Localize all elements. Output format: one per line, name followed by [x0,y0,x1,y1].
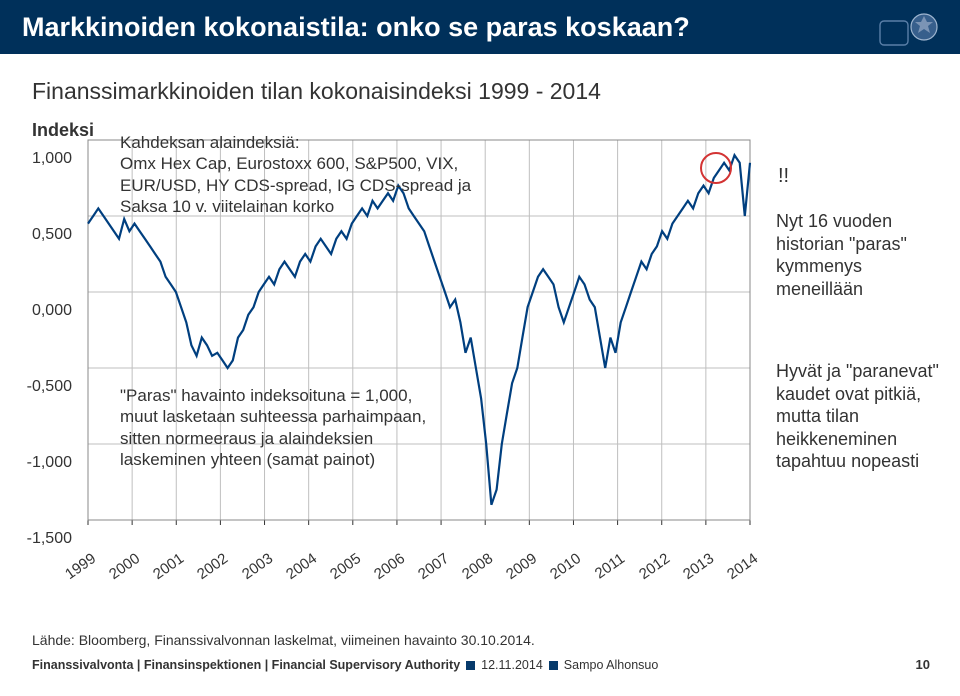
chart-area: Indeksi 1,0000,5000,000-0,500-1,000-1,50… [20,120,940,610]
y-tick-label: -1,000 [20,454,72,472]
highlight-circle [700,152,732,184]
annotation-top: Kahdeksan alaindeksiä:Omx Hex Cap, Euros… [120,132,500,217]
y-tick-label: -0,500 [20,378,72,396]
footer-source: Lähde: Bloomberg, Finanssivalvonnan lask… [32,632,535,648]
annotation-right-1: Nyt 16 vuodenhistorian "paras"kymmenysme… [776,210,951,300]
annotation-right-2: Hyvät ja "paranevat"kaudet ovat pitkiä,m… [776,360,956,473]
y-tick-label: 0,000 [20,302,72,320]
subtitle: Finanssimarkkinoiden tilan kokonaisindek… [32,78,960,105]
page-number: 10 [916,657,930,672]
exclamation-mark: !! [778,165,789,188]
footer-org: Finanssivalvonta | Finansinspektionen | … [32,658,460,672]
y-tick-label: 0,500 [20,226,72,244]
slide: Markkinoiden kokonaistila: onko se paras… [0,0,960,696]
y-tick-label: -1,500 [20,530,72,548]
footer-date: 12.11.2014 [481,658,543,672]
footer-square-1 [466,661,475,670]
title-bar: Markkinoiden kokonaistila: onko se paras… [0,0,960,54]
footer-bar: Finanssivalvonta | Finansinspektionen | … [32,658,658,672]
slide-title: Markkinoiden kokonaistila: onko se paras… [22,12,690,43]
footer-square-2 [549,661,558,670]
emblem-logo [874,5,946,49]
y-tick-label: 1,000 [20,150,72,168]
footer-author: Sampo Alhonsuo [564,658,659,672]
annotation-bottom: "Paras" havainto indeksoituna = 1,000,mu… [120,385,460,470]
